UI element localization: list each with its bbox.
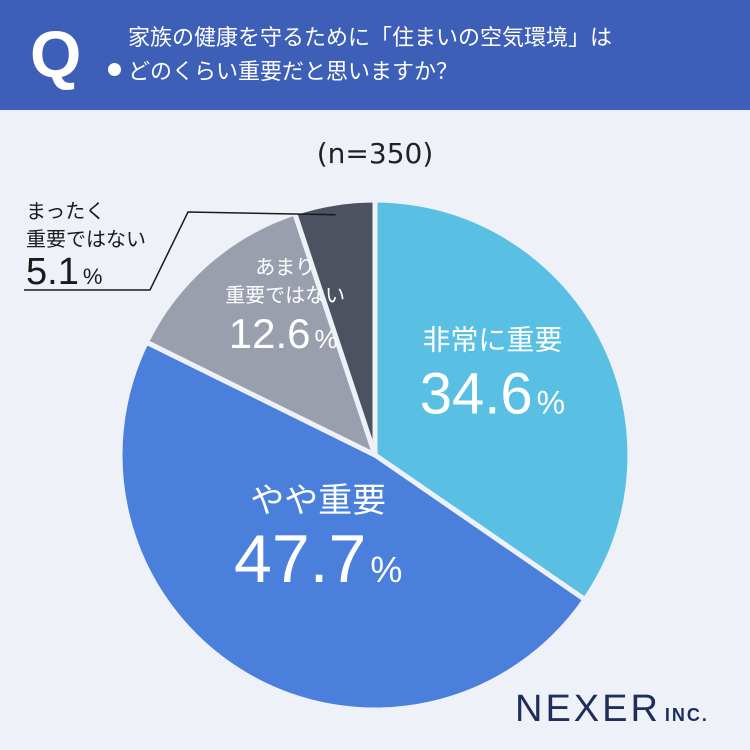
slice-pct-somewhat-important: 47.7%	[234, 521, 402, 597]
slice-label-somewhat-important: やや重要	[250, 481, 386, 521]
question-text: 家族の健康を守るために「住まいの空気環境」は どのくらい重要だと思いますか？	[128, 22, 728, 90]
question-line-1: 家族の健康を守るために「住まいの空気環境」は	[128, 26, 613, 51]
q-mark: Q	[30, 14, 121, 94]
slice-label-not-very-line2: 重要ではない	[225, 283, 345, 307]
slice-label-not-at-all-line1: まったく	[26, 199, 105, 223]
logo-suffix: INC.	[664, 705, 709, 725]
question-line-2: どのくらい重要だと思いますか？	[128, 60, 459, 85]
slice-somewhat-important	[117, 339, 588, 713]
question-header: Q 家族の健康を守るために「住まいの空気環境」は どのくらい重要だと思いますか？	[0, 0, 750, 110]
slice-very-important	[372, 197, 633, 603]
slice-not-very-important	[143, 210, 378, 458]
slice-label-not-very-line1: あまり	[255, 255, 315, 279]
q-dot	[108, 63, 121, 76]
sample-size: (n=350)	[316, 137, 434, 170]
company-logo: NEXER INC.	[515, 688, 709, 731]
slice-label-not-at-all-line2: 重要ではない	[26, 227, 146, 251]
slice-pct-very-important: 34.6%	[420, 361, 565, 426]
slice-label-very-important: 非常に重要	[422, 323, 562, 356]
slice-not-at-all-important	[292, 197, 378, 458]
logo-main: NEXER	[515, 688, 661, 730]
leader-line	[24, 211, 336, 291]
slice-pct-not-very-important: 12.6%	[229, 310, 338, 357]
slice-pct-not-at-all-important: 5.1%	[26, 251, 102, 293]
